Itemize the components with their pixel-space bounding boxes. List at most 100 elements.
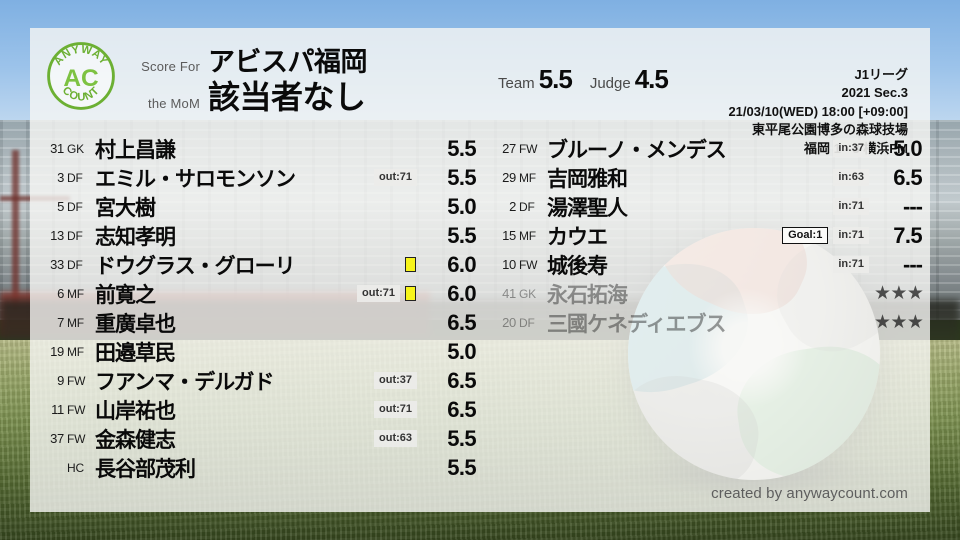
player-badges: in:71: [833, 256, 869, 273]
player-rating: ---: [903, 193, 923, 219]
team-name: アビスパ福岡: [208, 47, 368, 77]
player-badges: out:71: [374, 401, 417, 418]
player-row[interactable]: 2 DF 湯澤聖人 in:71 ---: [490, 192, 923, 221]
player-row[interactable]: 9 FW フアンマ・デルガド out:37 6.5: [38, 366, 477, 395]
player-row[interactable]: 29 MF 吉岡雅和 in:63 6.5: [490, 163, 922, 192]
player-number: 5: [57, 199, 64, 214]
team-rating-value: 5.5: [538, 64, 573, 94]
player-rating: 6.5: [447, 367, 476, 393]
player-name: 金森健志: [95, 428, 176, 452]
match-venue: 東平尾公園博多の森球技場: [751, 122, 908, 138]
player-position: DF: [67, 199, 83, 214]
player-position: FW: [67, 402, 86, 417]
player-position: DF: [67, 170, 83, 185]
mom-label: the MoM: [148, 96, 200, 112]
sub-out-badge: out:37: [374, 372, 417, 389]
player-rating: ★★★: [874, 283, 924, 304]
player-row[interactable]: 15 MF カウエ Goal:1 in:71 7.5: [490, 221, 922, 250]
player-row[interactable]: 5 DF 宮大樹 5.0: [38, 192, 477, 221]
logo-badge-icon: ANYWAY COUNT AC: [47, 42, 115, 110]
player-position: FW: [519, 257, 538, 272]
player-number: 41: [502, 286, 516, 301]
player-position: HC: [67, 460, 84, 475]
player-number: 37: [50, 431, 64, 446]
player-rating: 7.5: [893, 222, 922, 248]
player-position: DF: [519, 315, 535, 330]
sub-in-badge: in:37: [833, 140, 869, 157]
header-left-block: Score For アビスパ福岡 the MoM 該当者なし: [128, 48, 458, 116]
player-position: FW: [67, 373, 86, 388]
sub-out-badge: out:71: [374, 169, 417, 186]
player-number: 33: [50, 257, 64, 272]
player-number: 27: [502, 141, 516, 156]
svg-text:COUNT: COUNT: [60, 85, 102, 104]
player-rating: 6.5: [447, 309, 476, 335]
match-league: J1リーグ: [854, 67, 908, 82]
anywaycount-logo[interactable]: ANYWAY COUNT AC: [45, 40, 117, 112]
player-row[interactable]: 33 DF ドウグラス・グローリ 6.0: [38, 250, 476, 279]
player-name: 田邉草民: [95, 341, 176, 365]
player-row[interactable]: 10 FW 城後寿 in:71 ---: [490, 250, 923, 279]
svg-text:AC: AC: [63, 65, 98, 92]
player-number: 9: [57, 373, 64, 388]
player-number: 11: [51, 402, 64, 417]
player-rating: 5.5: [447, 425, 476, 451]
player-badges: in:71: [833, 198, 869, 215]
player-rating: 5.0: [447, 193, 476, 219]
player-rating: 5.0: [447, 338, 476, 364]
player-row[interactable]: 31 GK 村上昌謙 5.5: [38, 134, 476, 163]
player-name: カウエ: [547, 225, 608, 249]
player-name: 城後寿: [547, 254, 608, 278]
sub-in-badge: in:71: [833, 227, 869, 244]
player-position: MF: [67, 286, 84, 301]
player-rating: 5.5: [447, 135, 476, 161]
player-position: FW: [519, 141, 538, 156]
player-number: 7: [57, 315, 64, 330]
yellow-card-icon: [405, 285, 416, 301]
player-row[interactable]: 20 DF 三國ケネディエブス ★★★: [490, 308, 924, 337]
player-row[interactable]: 27 FW ブルーノ・メンデス in:37 5.0: [490, 134, 922, 163]
player-badges: Goal:1 in:71: [782, 227, 869, 244]
player-name: 吉岡雅和: [547, 167, 628, 191]
player-name: 山岸祐也: [95, 399, 176, 423]
player-row[interactable]: 6 MF 前寛之 out:71 6.0: [38, 279, 477, 308]
player-row[interactable]: 37 FW 金森健志 out:63 5.5: [38, 424, 476, 453]
player-name: 前寛之: [95, 283, 156, 307]
player-position: MF: [67, 315, 84, 330]
sub-out-badge: out:63: [374, 430, 417, 447]
player-number: 3: [57, 170, 64, 185]
header: ANYWAY COUNT AC Score For アビスパ福岡 the MoM…: [30, 28, 930, 156]
player-row[interactable]: 13 DF 志知孝明 5.5: [38, 221, 476, 250]
player-position: MF: [67, 344, 84, 359]
score-for-label: Score For: [141, 59, 200, 74]
match-info: J1リーグ 2021 Sec.3 21/03/10(WED) 18:00 [+0…: [728, 66, 908, 158]
player-number: 15: [502, 228, 516, 243]
player-badges: in:37: [833, 140, 869, 157]
player-name: 村上昌謙: [95, 138, 176, 162]
player-rating: 6.0: [447, 280, 476, 306]
player-name: 重廣卓也: [95, 312, 176, 336]
goal-badge: Goal:1: [782, 227, 829, 244]
player-name: 三國ケネディエブス: [547, 312, 727, 336]
player-number: 20: [502, 315, 516, 330]
player-row[interactable]: 7 MF 重廣卓也 6.5: [38, 308, 477, 337]
match-datetime: 21/03/10(WED) 18:00 [+09:00]: [728, 103, 908, 119]
player-rating: 6.5: [447, 396, 476, 422]
player-row[interactable]: 3 DF エミル・サロモンソン out:71 5.5: [38, 163, 477, 192]
player-row[interactable]: 41 GK 永石拓海 ★★★: [490, 279, 924, 308]
player-number: 29: [502, 170, 516, 185]
player-row[interactable]: 19 MF 田邉草民 5.0: [38, 337, 476, 366]
floodlight-pole: [12, 150, 19, 310]
sub-in-badge: in:63: [833, 169, 869, 186]
player-badges: out:71: [357, 285, 417, 302]
player-position: GK: [519, 286, 536, 301]
player-row[interactable]: HC 長谷部茂利 5.5: [38, 453, 477, 482]
player-position: MF: [519, 170, 536, 185]
team-rating-label: Team: [498, 75, 535, 92]
player-rating: 6.5: [893, 164, 922, 190]
player-row[interactable]: 11 FW 山岸祐也 out:71 6.5: [38, 395, 477, 424]
player-rating: 5.5: [447, 454, 476, 480]
player-number: 2: [509, 199, 516, 214]
player-rating: 6.0: [447, 251, 476, 277]
